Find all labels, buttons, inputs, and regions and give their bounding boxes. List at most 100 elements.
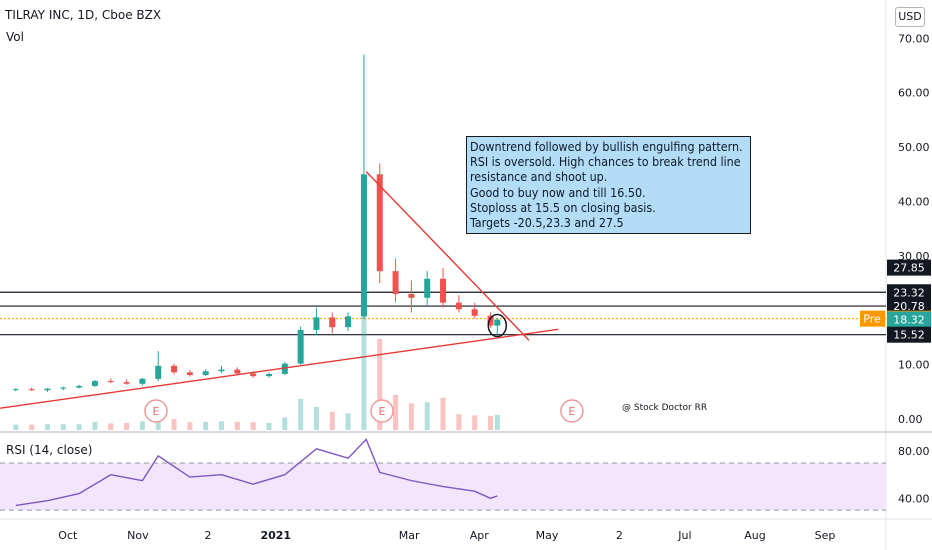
volume-bar — [494, 415, 500, 430]
earnings-marker-label: E — [152, 405, 159, 418]
volume-bar — [187, 422, 193, 430]
candle-body — [155, 365, 162, 379]
note-line: resistance and shoot up. — [470, 169, 608, 185]
x-tick-label: 2 — [616, 529, 623, 542]
note-line: RSI is oversold. High chances to break t… — [470, 154, 741, 170]
candle-body — [360, 174, 367, 317]
candle-body — [250, 373, 257, 377]
x-tick-label: Aug — [744, 529, 765, 542]
volume-label: Vol — [6, 30, 24, 44]
volume-bar — [424, 402, 430, 430]
earnings-marker — [560, 399, 584, 423]
volume-bar — [13, 424, 19, 430]
earnings-marker-label: E — [568, 405, 575, 418]
candle-body — [494, 319, 501, 326]
candle-body — [139, 378, 146, 384]
volume-bar — [219, 421, 225, 430]
volume-bar — [171, 419, 177, 430]
volume-bar — [250, 422, 256, 430]
candle-body — [345, 316, 352, 328]
note-line: Good to buy now and till 16.50. — [470, 184, 646, 200]
volume-bar — [60, 424, 66, 430]
x-tick-label: Nov — [127, 529, 149, 542]
candle-body — [107, 381, 114, 383]
candle-body — [186, 372, 193, 376]
price-tag-bg — [887, 284, 931, 301]
volume-bar — [29, 424, 35, 430]
volume-bar — [313, 407, 319, 430]
earnings-marker-label: E — [379, 405, 386, 418]
credit-text: @ Stock Doctor RR — [622, 403, 708, 413]
candle-body — [471, 309, 478, 316]
x-tick-label: Mar — [399, 529, 420, 542]
candle-body — [12, 389, 19, 391]
trend-line — [365, 171, 530, 341]
x-tick-label: 2021 — [260, 529, 291, 542]
highlight-circle — [487, 313, 508, 338]
candle-body — [265, 373, 272, 377]
candle-body — [218, 369, 225, 372]
volume-bar — [282, 417, 288, 430]
volume-bar — [472, 415, 478, 430]
candle-body — [455, 302, 462, 310]
x-tick-label: May — [536, 529, 559, 542]
y-tick-label: 0.00 — [898, 413, 923, 426]
price-tag-label: 15.52 — [893, 329, 925, 342]
earnings-marker — [144, 399, 168, 423]
volume-bar — [139, 421, 145, 430]
price-tag-label: 18.32 — [893, 313, 925, 326]
x-tick-label: Sep — [815, 529, 836, 542]
x-tick-label: 2 — [204, 529, 211, 542]
candle-body — [171, 365, 178, 373]
pre-tag-prefix-bg — [860, 310, 885, 327]
volume-bar — [76, 424, 82, 430]
volume-bar — [488, 415, 494, 430]
candle-body — [376, 174, 383, 272]
price-tag-bg — [887, 259, 931, 276]
price-tag-bg — [887, 326, 931, 343]
candle-body — [28, 389, 35, 391]
candle-body — [408, 294, 415, 298]
y-tick-label: 60.00 — [898, 87, 930, 100]
earnings-marker — [370, 399, 394, 423]
price-tag-label: 27.85 — [893, 262, 925, 275]
rsi-line — [15, 438, 498, 507]
rsi-title: RSI (14, close) — [6, 443, 93, 457]
candle-body — [202, 371, 209, 376]
candle-body — [123, 382, 130, 384]
volume-bar — [377, 339, 383, 430]
candle-body — [392, 271, 399, 294]
candle-body — [440, 278, 447, 303]
trend-line — [0, 328, 559, 409]
volume-bar — [456, 414, 462, 430]
candle-body — [487, 315, 494, 326]
volume-bar — [124, 423, 130, 430]
volume-bar — [440, 397, 446, 430]
candle-body — [297, 329, 304, 364]
volume-bar — [361, 232, 367, 430]
analysis-note: Downtrend followed by bullish engulfing … — [466, 136, 751, 234]
price-tag-bg — [887, 298, 931, 315]
chart-title: TILRAY INC, 1D, Cboe BZX — [5, 8, 162, 22]
volume-bar — [203, 421, 209, 430]
price-tag-label: 23.32 — [893, 286, 925, 299]
candle-body — [424, 278, 431, 298]
volume-bar — [44, 424, 50, 430]
rsi-tick-label: 80.00 — [898, 445, 930, 458]
volume-bar — [92, 421, 98, 430]
x-tick-label: Apr — [470, 529, 490, 542]
volume-bar — [108, 423, 114, 430]
price-tag-label: 20.78 — [893, 300, 925, 313]
volume-bar — [393, 395, 399, 430]
y-tick-label: 50.00 — [898, 141, 930, 154]
volume-bar — [345, 413, 351, 430]
currency-button[interactable]: USD — [895, 7, 925, 27]
candle-body — [281, 363, 288, 374]
x-tick-label: Jul — [677, 529, 691, 542]
note-line: Targets -20.5,23.3 and 27.5 — [470, 215, 624, 231]
volume-bar — [234, 421, 240, 430]
candle-body — [91, 381, 98, 386]
note-line: Stoploss at 15.5 on closing basis. — [470, 199, 656, 215]
